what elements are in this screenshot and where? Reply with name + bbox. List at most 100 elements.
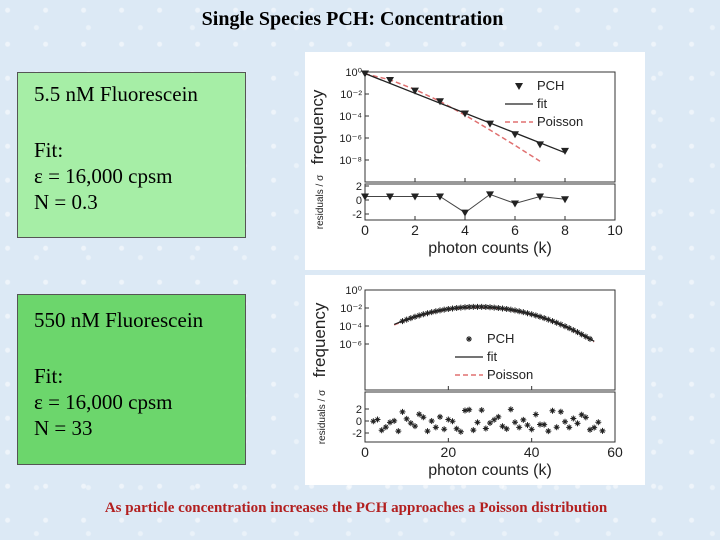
pch-data-point: [495, 304, 502, 311]
pch-data-point: [549, 318, 556, 325]
residual-point: [386, 193, 394, 201]
residual-tick-label: 0: [356, 416, 362, 428]
residual-point: [491, 416, 498, 423]
pch-data-point: [407, 315, 414, 322]
chart-panel-5nm: 10⁰ 10⁻² 10⁻⁴ 10⁻⁶ 10⁻⁸ 2 0 -2 0 2 4 6 8 10 photon cou…: [305, 52, 645, 270]
residual-point: [478, 407, 485, 414]
sample-heading: 550 nM Fluorescein: [34, 308, 204, 332]
pch-data-point: [411, 87, 419, 95]
residual-point: [541, 421, 548, 428]
residual-point: [528, 426, 535, 433]
pch-data-point: [441, 306, 448, 313]
residual-point: [578, 411, 585, 418]
y-axis-label: frequency: [308, 89, 327, 164]
pch-data-point: [386, 77, 394, 85]
residual-point: [557, 408, 564, 415]
pch-data-point: [457, 304, 464, 311]
pch-data-point: [520, 309, 527, 316]
residual-point: [537, 421, 543, 428]
residual-point: [428, 418, 435, 425]
y-tick-label: 10⁻⁶: [339, 339, 362, 351]
residual-point: [416, 411, 423, 418]
pch-data-point: [416, 312, 423, 319]
residual-point: [453, 425, 460, 432]
pch-data-point: [420, 311, 427, 318]
residual-point: [399, 408, 406, 415]
pch-data-point: [541, 315, 548, 322]
pch-data-point: [399, 318, 406, 325]
residual-point: [424, 428, 431, 435]
residual-point: [474, 419, 481, 426]
fit-label: Fit:: [34, 364, 64, 388]
pch-data-point: [582, 333, 589, 340]
y-tick-label: 10⁻⁸: [339, 155, 362, 167]
pch-data-point: [491, 304, 498, 311]
residual-point: [486, 191, 494, 199]
residual-point: [370, 418, 377, 425]
pch-data-point: [516, 308, 523, 315]
main-plot-frame: [364, 71, 616, 183]
legend-pch-label: PCH: [537, 78, 564, 93]
residual-point: [466, 406, 473, 413]
pch-data-point: [487, 304, 493, 311]
residual-point: [499, 423, 506, 430]
residual-plot-frame: [364, 183, 616, 221]
residual-point: [599, 427, 606, 434]
y-tick-label: 10⁻⁴: [339, 321, 362, 333]
residual-point: [482, 425, 489, 432]
pch-data-point: [461, 110, 469, 118]
fit-label: Fit:: [34, 138, 64, 162]
pch-data-point: [561, 147, 569, 155]
pch-data-point: [528, 311, 535, 318]
pch-data-point: [432, 308, 439, 315]
x-tick-label: 60: [607, 444, 623, 460]
pch-data-point: [437, 307, 443, 314]
x-tick-label: 0: [361, 222, 369, 238]
residual-point: [457, 428, 464, 435]
poisson-line: [364, 73, 541, 162]
residual-point: [420, 414, 427, 421]
fit-epsilon: ε = 16,000 cpsm: [34, 164, 173, 188]
x-tick-label: 0: [361, 444, 369, 460]
residual-point: [512, 419, 518, 426]
y-tick-label: 10⁰: [345, 285, 362, 297]
pch-data-point: [562, 323, 568, 330]
residual-point: [378, 427, 385, 434]
residual-point: [595, 419, 602, 426]
residual-point: [553, 424, 560, 431]
residual-point: [437, 413, 443, 420]
pch-data-point: [474, 303, 481, 310]
pch-data-point: [449, 305, 456, 312]
residual-tick-label: 2: [356, 404, 362, 416]
legend-poisson-label: Poisson: [537, 114, 583, 129]
residual-point: [403, 415, 410, 422]
residual-point: [412, 423, 418, 430]
residual-point: [549, 407, 556, 414]
fit-epsilon: ε = 16,000 cpsm: [34, 390, 173, 414]
residual-tick-label: 2: [356, 181, 362, 193]
pch-data-point: [453, 304, 460, 311]
slide-title: Single Species PCH: Concentration: [201, 8, 504, 30]
residual-point: [524, 422, 531, 429]
pch-data-point: [574, 329, 581, 336]
pch-data-point: [470, 303, 477, 310]
residual-point: [461, 209, 469, 217]
residual-tick-label: -2: [352, 428, 362, 440]
residual-point: [407, 420, 414, 427]
residual-plot-frame: [364, 391, 616, 443]
sample-heading: 5.5 nM Fluorescein: [34, 82, 198, 106]
legend-fit-label: fit: [537, 96, 548, 111]
residual-point: [441, 426, 448, 433]
residual-point: [532, 411, 539, 418]
pch-data-point: [553, 319, 560, 326]
pch-data-point: [536, 141, 544, 149]
x-tick-label: 4: [461, 222, 469, 238]
residual-point: [574, 420, 581, 427]
residual-point: [395, 428, 402, 435]
pch-data-point: [587, 335, 593, 342]
y-tick-label: 10⁻²: [340, 303, 362, 315]
x-tick-label: 10: [607, 222, 623, 238]
residual-point: [391, 417, 398, 424]
pch-data-point: [507, 306, 514, 313]
